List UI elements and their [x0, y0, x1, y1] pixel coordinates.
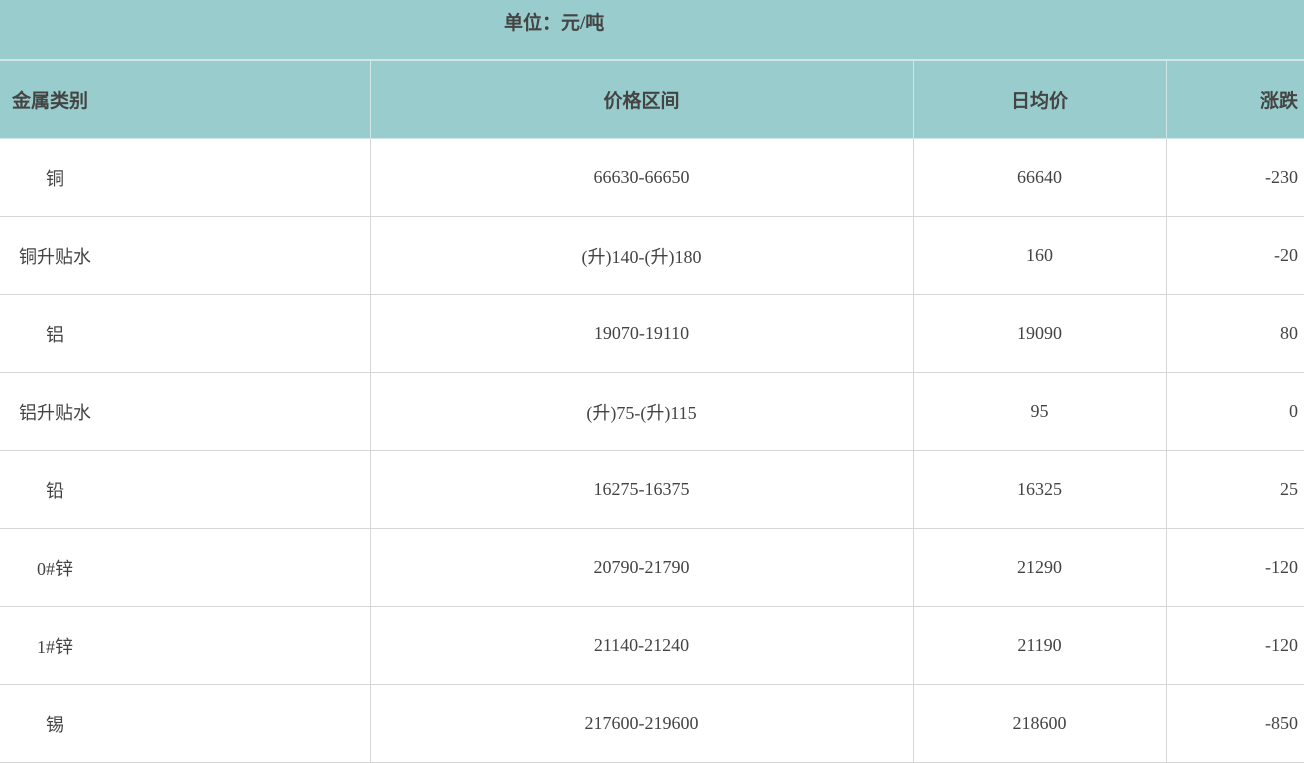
metal-name: 1#锌: [37, 636, 73, 657]
header-avg: 日均价: [912, 60, 1167, 139]
cell-change: 25: [1165, 450, 1304, 529]
cell-metal: 铜: [0, 138, 371, 217]
cell-avg: 218600: [912, 684, 1167, 763]
cell-metal: 铜升贴水: [0, 216, 371, 295]
cell-metal: 铝: [0, 294, 371, 373]
cell-range: (升)75-(升)115: [369, 372, 914, 451]
cell-metal: 铅: [0, 450, 371, 529]
cell-avg: 16325: [912, 450, 1167, 529]
cell-range: 217600-219600: [369, 684, 914, 763]
cell-metal: 1#锌: [0, 606, 371, 685]
cell-range: 21140-21240: [369, 606, 914, 685]
header-metal: 金属类别: [0, 60, 371, 139]
cell-avg: 21190: [912, 606, 1167, 685]
cell-change: 80: [1165, 294, 1304, 373]
cell-change: -230: [1165, 138, 1304, 217]
cell-change: -120: [1165, 606, 1304, 685]
header-range: 价格区间: [369, 60, 914, 139]
table-body: 铜 66630-66650 66640 -230 铜升贴水 (升)140-(升)180 16…: [0, 138, 1304, 763]
cell-metal: 锡: [0, 684, 371, 763]
cell-avg: 21290: [912, 528, 1167, 607]
unit-row: 单位：元/吨: [0, 0, 1304, 60]
metal-name: 铝: [46, 324, 64, 345]
cell-avg: 66640: [912, 138, 1167, 217]
metal-price-table: 金属类别 价格区间 日均价 涨跌 铜 66630-66650 66640 -230 铜升…: [0, 60, 1304, 763]
cell-avg: 19090: [912, 294, 1167, 373]
cell-avg: 95: [912, 372, 1167, 451]
cell-range: 20790-21790: [369, 528, 914, 607]
metal-name: 0#锌: [37, 558, 73, 579]
table-header-row: 金属类别 价格区间 日均价 涨跌: [0, 60, 1304, 139]
table-row: 铝升贴水 (升)75-(升)115 95 0: [0, 372, 1304, 451]
cell-change: -20: [1165, 216, 1304, 295]
metal-name: 铝升贴水: [19, 402, 91, 423]
cell-range: 66630-66650: [369, 138, 914, 217]
table-row: 铜 66630-66650 66640 -230: [0, 138, 1304, 217]
cell-range: 19070-19110: [369, 294, 914, 373]
cell-change: -850: [1165, 684, 1304, 763]
table-row: 0#锌 20790-21790 21290 -120: [0, 528, 1304, 607]
metal-name: 铅: [46, 480, 64, 501]
table-row: 铜升贴水 (升)140-(升)180 160 -20: [0, 216, 1304, 295]
cell-metal: 铝升贴水: [0, 372, 371, 451]
cell-metal: 0#锌: [0, 528, 371, 607]
table-row: 铅 16275-16375 16325 25: [0, 450, 1304, 529]
metal-name: 锡: [46, 714, 64, 735]
cell-change: 0: [1165, 372, 1304, 451]
table-row: 1#锌 21140-21240 21190 -120: [0, 606, 1304, 685]
cell-range: 16275-16375: [369, 450, 914, 529]
table-row: 锡 217600-219600 218600 -850: [0, 684, 1304, 763]
unit-label: 单位：元/吨: [504, 13, 605, 34]
metal-name: 铜升贴水: [19, 246, 91, 267]
header-change: 涨跌: [1165, 60, 1304, 139]
table-row: 铝 19070-19110 19090 80: [0, 294, 1304, 373]
cell-range: (升)140-(升)180: [369, 216, 914, 295]
metal-name: 铜: [46, 168, 64, 189]
cell-avg: 160: [912, 216, 1167, 295]
cell-change: -120: [1165, 528, 1304, 607]
